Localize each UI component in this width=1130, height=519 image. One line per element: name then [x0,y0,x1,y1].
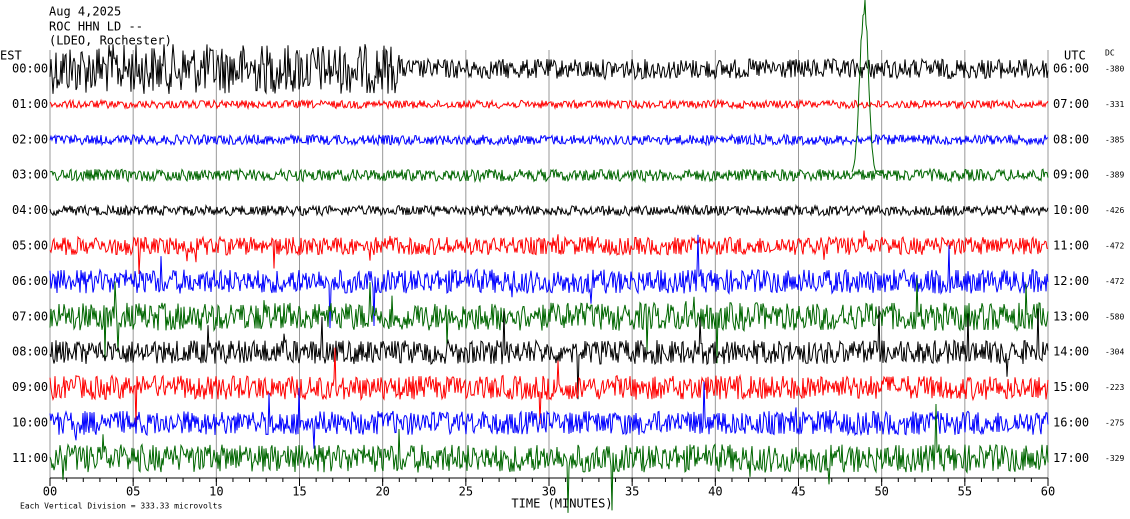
time-tick-label: 05 [126,485,140,499]
utc-label: 08:00 [1053,132,1089,146]
dc-value: -329 [1105,454,1124,463]
dc-value: -426 [1105,206,1124,215]
dc-value: -472 [1105,242,1124,251]
trace [49,278,1049,364]
left-axis-title: EST [0,49,22,63]
dc-value: -331 [1105,100,1124,109]
time-tick-label: 45 [791,485,805,499]
time-tick-label: 25 [459,485,473,499]
trace [49,306,1049,400]
right-axis-title: UTC [1064,49,1086,63]
station: ROC HHN LD -- [49,20,143,34]
grid [49,50,1049,486]
est-label: 07:00 [12,309,48,323]
utc-label: 14:00 [1053,345,1089,359]
utc-label: 10:00 [1053,203,1089,217]
time-tick-label: 55 [958,485,972,499]
est-label: 10:00 [12,416,48,430]
traces [49,0,1049,513]
event-trace [851,0,883,176]
trace [49,381,1049,449]
trace [49,132,1049,147]
est-label: 03:00 [12,168,48,182]
footnote: Each Vertical Division = 333.33 microvol… [20,502,222,511]
trace [50,167,1049,184]
est-label: 05:00 [12,239,48,253]
trace [49,230,1049,275]
dc-value: -275 [1105,419,1124,428]
trace [49,347,1049,426]
utc-label: 13:00 [1053,309,1089,323]
utc-label: 17:00 [1053,451,1089,465]
time-tick-label: 60 [1041,485,1055,499]
time-tick-label: 30 [542,485,556,499]
labels: Aug 4,2025 ROC HHN LD -- (LDEO, Rocheste… [0,5,1124,511]
time-tick-label: 50 [874,485,888,499]
time-tick-label: 35 [625,485,639,499]
dc-value: -223 [1105,383,1124,392]
utc-label: 11:00 [1053,239,1089,253]
trace [49,234,1049,329]
est-label: 01:00 [12,97,48,111]
network: (LDEO, Rochester) [49,34,172,48]
trace [49,98,1049,111]
est-label: 09:00 [12,380,48,394]
trace [49,403,1049,513]
est-label: 04:00 [12,203,48,217]
est-label: 00:00 [12,62,48,76]
time-tick-label: 00 [43,485,57,499]
trace [49,203,1049,218]
dc-value: -389 [1105,171,1124,180]
dc-title: DC [1105,49,1115,58]
est-label: 06:00 [12,274,48,288]
est-label: 08:00 [12,345,48,359]
dc-value: -472 [1105,277,1124,286]
utc-label: 09:00 [1053,168,1089,182]
dc-value: -385 [1105,135,1124,144]
time-tick-label: 40 [708,485,722,499]
dc-value: -580 [1105,312,1124,321]
est-label: 02:00 [12,132,48,146]
dc-value: -380 [1105,65,1124,74]
utc-label: 12:00 [1053,274,1089,288]
utc-label: 15:00 [1053,380,1089,394]
date: Aug 4,2025 [49,5,121,19]
utc-label: 07:00 [1053,97,1089,111]
time-axis-title: TIME (MINUTES) [511,497,612,511]
time-tick-label: 15 [292,485,306,499]
est-label: 11:00 [12,451,48,465]
time-tick-label: 20 [375,485,389,499]
time-tick-label: 10 [209,485,223,499]
trace [49,44,1049,95]
dc-value: -304 [1105,348,1124,357]
utc-label: 06:00 [1053,62,1089,76]
utc-label: 16:00 [1053,416,1089,430]
